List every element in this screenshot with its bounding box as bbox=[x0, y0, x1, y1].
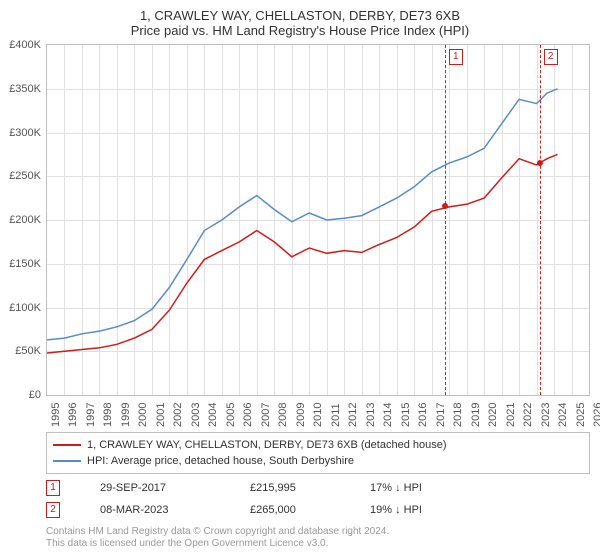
legend-row: 1, CRAWLEY WAY, CHELLASTON, DERBY, DE73 … bbox=[53, 437, 583, 453]
transaction-row: 2 08-MAR-2023 £265,000 19% ↓ HPI bbox=[46, 502, 590, 518]
x-tick-label: 1997 bbox=[85, 403, 97, 427]
transaction-date: 08-MAR-2023 bbox=[100, 504, 210, 516]
series-line bbox=[47, 89, 558, 340]
footer-attribution: Contains HM Land Registry data © Crown c… bbox=[46, 526, 590, 550]
footer-line1: Contains HM Land Registry data © Crown c… bbox=[46, 526, 590, 538]
series-line bbox=[47, 154, 558, 353]
x-tick-label: 2002 bbox=[172, 403, 184, 427]
annotation-marker bbox=[537, 160, 543, 166]
x-tick-label: 2009 bbox=[295, 403, 307, 427]
x-tick-label: 2000 bbox=[137, 403, 149, 427]
x-tick-label: 2008 bbox=[277, 403, 289, 427]
annotation-vline bbox=[445, 45, 446, 395]
x-tick-label: 2016 bbox=[417, 403, 429, 427]
chart-plot-area: £0£50K£100K£150K£200K£250K£300K£350K£400… bbox=[46, 44, 590, 396]
legend-label: 1, CRAWLEY WAY, CHELLASTON, DERBY, DE73 … bbox=[87, 437, 447, 453]
legend-row: HPI: Average price, detached house, Sout… bbox=[53, 453, 583, 469]
x-tick-label: 2005 bbox=[225, 403, 237, 427]
transaction-tag: 1 bbox=[46, 480, 60, 496]
x-tick-label: 1998 bbox=[102, 403, 114, 427]
series-svg bbox=[47, 45, 589, 395]
x-tick-label: 2015 bbox=[400, 403, 412, 427]
x-tick-label: 1996 bbox=[67, 403, 79, 427]
x-tick-label: 2004 bbox=[207, 403, 219, 427]
footer-line2: This data is licensed under the Open Gov… bbox=[46, 538, 590, 550]
x-tick-label: 2012 bbox=[347, 403, 359, 427]
x-tick-label: 2024 bbox=[557, 403, 569, 427]
y-tick-label: £100K bbox=[0, 302, 41, 314]
x-tick-label: 2021 bbox=[505, 403, 517, 427]
transaction-price: £215,995 bbox=[250, 482, 330, 494]
transaction-row: 1 29-SEP-2017 £215,995 17% ↓ HPI bbox=[46, 480, 590, 496]
x-tick-label: 2018 bbox=[452, 403, 464, 427]
y-tick-label: £0 bbox=[0, 389, 41, 401]
transaction-delta: 19% ↓ HPI bbox=[370, 504, 422, 516]
x-tick-label: 2014 bbox=[382, 403, 394, 427]
x-tick-label: 2010 bbox=[312, 403, 324, 427]
x-tick-label: 2006 bbox=[242, 403, 254, 427]
y-tick-label: £300K bbox=[0, 127, 41, 139]
transaction-tag: 2 bbox=[46, 502, 60, 518]
x-tick-label: 2019 bbox=[470, 403, 482, 427]
y-tick-label: £350K bbox=[0, 83, 41, 95]
transaction-date: 29-SEP-2017 bbox=[100, 482, 210, 494]
legend-box: 1, CRAWLEY WAY, CHELLASTON, DERBY, DE73 … bbox=[46, 432, 590, 474]
x-tick-label: 1995 bbox=[50, 403, 62, 427]
annotation-tag: 1 bbox=[449, 49, 463, 65]
x-tick-label: 2013 bbox=[365, 403, 377, 427]
legend-label: HPI: Average price, detached house, Sout… bbox=[87, 453, 354, 469]
y-tick-label: £200K bbox=[0, 214, 41, 226]
x-tick-label: 2001 bbox=[155, 403, 167, 427]
y-tick-label: £400K bbox=[0, 39, 41, 51]
x-tick-label: 1999 bbox=[120, 403, 132, 427]
x-tick-label: 2023 bbox=[540, 403, 552, 427]
legend-swatch bbox=[53, 460, 81, 462]
annotation-vline bbox=[540, 45, 541, 395]
x-tick-label: 2003 bbox=[190, 403, 202, 427]
x-tick-label: 2017 bbox=[435, 403, 447, 427]
chart-title-line1: 1, CRAWLEY WAY, CHELLASTON, DERBY, DE73 … bbox=[0, 0, 600, 23]
annotation-marker bbox=[442, 203, 448, 209]
x-tick-label: 2026 bbox=[592, 403, 600, 427]
x-tick-label: 2007 bbox=[260, 403, 272, 427]
x-tick-label: 2020 bbox=[487, 403, 499, 427]
x-tick-label: 2011 bbox=[330, 403, 342, 427]
x-tick-label: 2022 bbox=[522, 403, 534, 427]
transaction-delta: 17% ↓ HPI bbox=[370, 482, 422, 494]
y-tick-label: £250K bbox=[0, 170, 41, 182]
chart-title-line2: Price paid vs. HM Land Registry's House … bbox=[0, 23, 600, 44]
transaction-price: £265,000 bbox=[250, 504, 330, 516]
annotation-tag: 2 bbox=[544, 49, 558, 65]
legend-swatch bbox=[53, 444, 81, 446]
y-tick-label: £150K bbox=[0, 258, 41, 270]
x-tick-label: 2025 bbox=[575, 403, 587, 427]
y-tick-label: £50K bbox=[0, 345, 41, 357]
